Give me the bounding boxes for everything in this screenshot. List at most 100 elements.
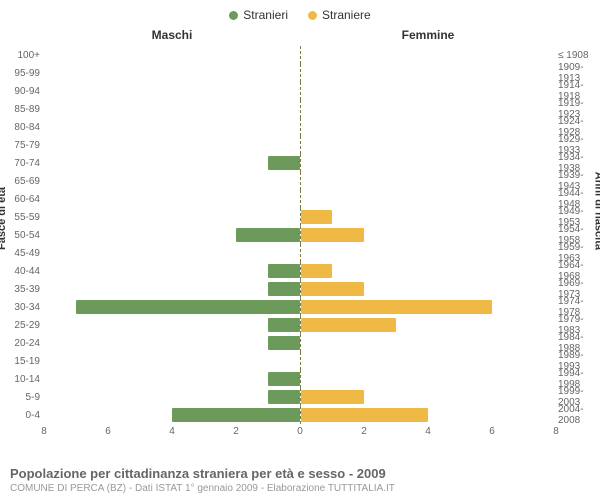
bar-male-cell (44, 334, 301, 352)
bar-male-cell (44, 46, 301, 64)
bar-male (268, 156, 300, 170)
bar-female (301, 210, 333, 224)
bar-female-cell (301, 82, 557, 100)
y-left-label: 40-44 (4, 266, 40, 277)
bar-male-cell (44, 406, 301, 424)
table-row: 55-591949-1953 (44, 208, 556, 226)
bar-female-cell (301, 406, 557, 424)
legend-dot-male (229, 11, 238, 20)
bar-female (301, 264, 333, 278)
bar-male-cell (44, 136, 301, 154)
bar-male (268, 336, 300, 350)
bar-male-cell (44, 154, 301, 172)
x-tick: 4 (425, 426, 431, 437)
legend-female: Straniere (308, 8, 371, 22)
table-row: 40-441964-1968 (44, 262, 556, 280)
table-row: 5-91999-2003 (44, 388, 556, 406)
table-row: 80-841924-1928 (44, 118, 556, 136)
bar-male (268, 282, 300, 296)
bar-female-cell (301, 136, 557, 154)
bar-female (301, 300, 493, 314)
table-row: 85-891919-1923 (44, 100, 556, 118)
y-left-label: 50-54 (4, 230, 40, 241)
table-row: 25-291979-1983 (44, 316, 556, 334)
y-left-label: 85-89 (4, 104, 40, 115)
bar-male-cell (44, 244, 301, 262)
bar-female-cell (301, 280, 557, 298)
y-left-label: 45-49 (4, 248, 40, 259)
bar-male-cell (44, 118, 301, 136)
bar-female-cell (301, 262, 557, 280)
table-row: 70-741934-1938 (44, 154, 556, 172)
x-tick: 6 (489, 426, 495, 437)
table-row: 0-42004-2008 (44, 406, 556, 424)
chart-subtitle: COMUNE DI PERCA (BZ) - Dati ISTAT 1° gen… (10, 483, 590, 494)
bar-male-cell (44, 388, 301, 406)
y-left-label: 35-39 (4, 284, 40, 295)
bar-female-cell (301, 316, 557, 334)
bar-female-cell (301, 352, 557, 370)
bar-male-cell (44, 370, 301, 388)
bar-female (301, 228, 365, 242)
bar-male (268, 372, 300, 386)
x-tick: 8 (41, 426, 47, 437)
bar-female-cell (301, 172, 557, 190)
bar-female-cell (301, 46, 557, 64)
chart-rows: 100+≤ 190895-991909-191390-941914-191885… (44, 46, 556, 424)
bar-female-cell (301, 64, 557, 82)
bar-female-cell (301, 100, 557, 118)
bar-female-cell (301, 208, 557, 226)
y-left-label: 0-4 (4, 410, 40, 421)
y-left-label: 75-79 (4, 140, 40, 151)
bar-male (268, 390, 300, 404)
header-left: Maschi (44, 28, 300, 42)
y-left-label: 30-34 (4, 302, 40, 313)
y-right-label: 2004-2008 (558, 404, 600, 426)
x-tick: 2 (361, 426, 367, 437)
bar-female-cell (301, 388, 557, 406)
y-left-label: 100+ (4, 50, 40, 61)
table-row: 100+≤ 1908 (44, 46, 556, 64)
x-axis: 02468 2468 (44, 424, 556, 444)
y-left-label: 5-9 (4, 392, 40, 403)
bar-male-cell (44, 280, 301, 298)
bar-male (76, 300, 300, 314)
x-axis-left: 02468 (44, 424, 300, 444)
bar-female-cell (301, 244, 557, 262)
legend-dot-female (308, 11, 317, 20)
header-right: Femmine (300, 28, 556, 42)
bar-female-cell (301, 298, 557, 316)
table-row: 95-991909-1913 (44, 64, 556, 82)
footer: Popolazione per cittadinanza straniera p… (10, 466, 590, 494)
table-row: 20-241984-1988 (44, 334, 556, 352)
table-row: 10-141994-1998 (44, 370, 556, 388)
x-tick: 8 (553, 426, 559, 437)
y-left-label: 65-69 (4, 176, 40, 187)
y-left-label: 20-24 (4, 338, 40, 349)
bar-male-cell (44, 262, 301, 280)
y-left-label: 10-14 (4, 374, 40, 385)
y-left-label: 60-64 (4, 194, 40, 205)
side-headers: Maschi Femmine (44, 28, 556, 42)
table-row: 90-941914-1918 (44, 82, 556, 100)
bar-female-cell (301, 370, 557, 388)
table-row: 75-791929-1933 (44, 136, 556, 154)
y-left-label: 90-94 (4, 86, 40, 97)
table-row: 15-191989-1993 (44, 352, 556, 370)
x-tick: 6 (105, 426, 111, 437)
bar-male-cell (44, 190, 301, 208)
x-axis-right: 2 4 6 8 (300, 424, 556, 444)
bar-female (301, 390, 365, 404)
chart-area: Maschi Femmine 100+≤ 190895-991909-19139… (44, 28, 556, 438)
bar-female-cell (301, 226, 557, 244)
bar-female-cell (301, 154, 557, 172)
table-row: 50-541954-1958 (44, 226, 556, 244)
bar-male-cell (44, 100, 301, 118)
bar-male-cell (44, 226, 301, 244)
bar-male (172, 408, 300, 422)
chart-title: Popolazione per cittadinanza straniera p… (10, 466, 590, 481)
bar-female (301, 318, 397, 332)
legend-female-label: Straniere (322, 8, 371, 22)
bar-female (301, 408, 429, 422)
bar-female-cell (301, 334, 557, 352)
